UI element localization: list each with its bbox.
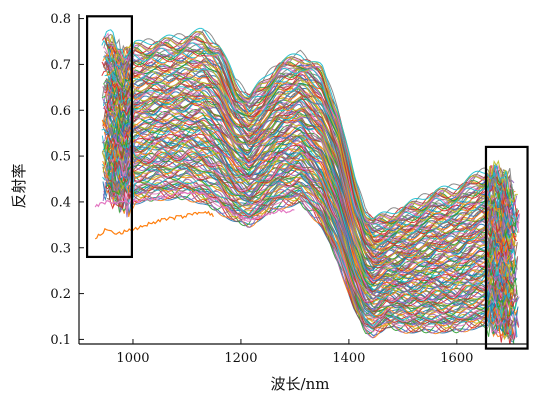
x-tick-label: 1600 (440, 351, 473, 366)
y-tick-label: 0.1 (50, 333, 71, 348)
spectrum-line (108, 141, 520, 311)
spectrum-line (103, 171, 515, 328)
y-tick-label: 0.5 (50, 150, 71, 165)
spectrum-line (102, 120, 516, 293)
spectrum-line (106, 75, 514, 252)
spectrum-line (104, 48, 518, 235)
spectrum-line (103, 27, 509, 220)
spectrum-line (107, 85, 508, 270)
y-tick-label: 0.7 (50, 58, 71, 73)
y-tick-label: 0.6 (50, 104, 71, 119)
spectrum-line (107, 49, 515, 234)
y-tick-label: 0.4 (50, 195, 71, 210)
highlight-box-right-band (484, 145, 529, 350)
spectrum-line (102, 107, 516, 280)
outlier-spectrum-pink (94, 190, 295, 222)
spectrum-line (105, 169, 517, 334)
spectrum-line (102, 190, 517, 343)
spectrum-line (102, 107, 518, 282)
spectral-curves (94, 27, 521, 344)
spectrum-line (107, 169, 517, 331)
y-tick-label: 0.8 (50, 12, 71, 27)
x-tick-label: 1000 (116, 351, 149, 366)
spectrum-line (105, 31, 513, 221)
y-tick-label: 0.2 (50, 287, 71, 302)
spectrum-line (101, 161, 513, 318)
spectrum-line (108, 134, 513, 296)
x-tick-label: 1200 (224, 351, 257, 366)
spectrum-line (102, 59, 514, 241)
spectrum-line (107, 56, 513, 240)
outlier-spectrum-orange (94, 210, 214, 240)
spectrum-line (105, 172, 517, 330)
x-axis-title: 波长/nm (271, 375, 330, 393)
spectrum-line (107, 146, 511, 303)
x-tick-label: 1400 (332, 351, 365, 366)
y-axis-title: 反射率 (10, 163, 28, 208)
axes: 1000 1200 1400 1600 0.1 0.2 0.3 0.4 0.5 0.6 0.7 0.8 (50, 12, 527, 366)
highlight-boxes (85, 15, 529, 350)
spectrum-line (108, 178, 517, 339)
spectrum-line (102, 121, 512, 296)
highlight-box-left-band (85, 15, 133, 259)
spectrum-line (106, 111, 514, 282)
y-tick-label: 0.3 (50, 241, 71, 256)
spectrum-line (108, 148, 517, 308)
spectrum-line (102, 140, 514, 309)
spectrum-line (107, 66, 511, 246)
